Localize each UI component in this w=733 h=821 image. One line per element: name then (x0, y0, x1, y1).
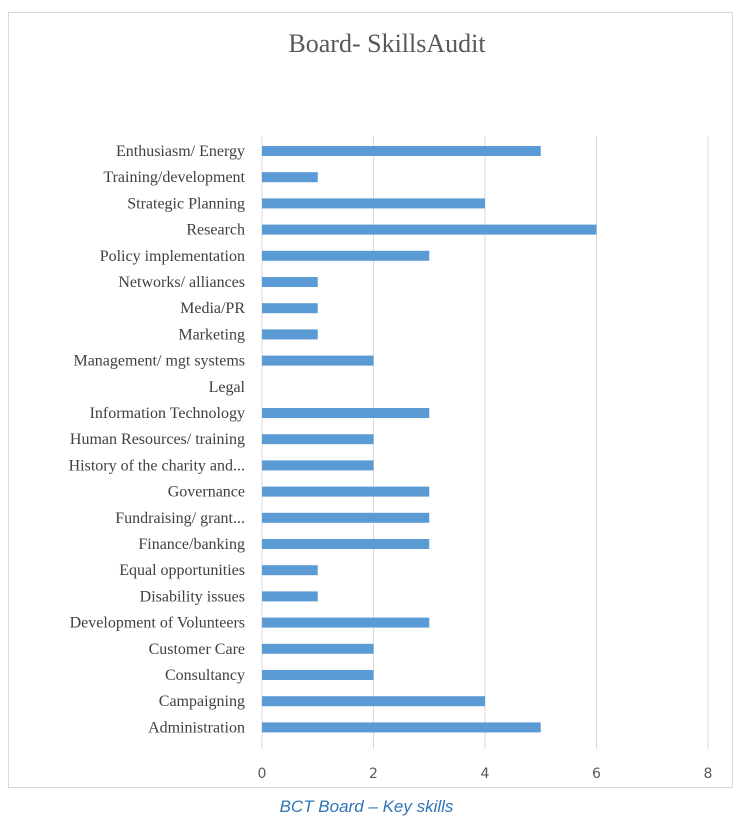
x-tick-label: 2 (369, 766, 378, 782)
bar (262, 460, 374, 471)
category-label: Development of Volunteers (70, 615, 245, 632)
category-label: Finance/banking (138, 536, 245, 553)
bar (262, 643, 374, 654)
category-label: Campaigning (159, 693, 245, 710)
bar (262, 617, 430, 628)
x-tick-label: 8 (704, 766, 713, 782)
bar (262, 591, 318, 602)
category-label: History of the charity and... (69, 457, 245, 474)
category-label: Research (186, 222, 245, 239)
category-label: Governance (168, 484, 245, 501)
bar (262, 146, 541, 156)
category-label: Human Resources/ training (70, 431, 245, 448)
category-label: Disability issues (140, 588, 245, 605)
bars (262, 146, 597, 733)
bar (262, 486, 430, 497)
category-labels: Enthusiasm/ Energy Training/development St… (69, 143, 246, 736)
bar (262, 696, 485, 707)
bar-chart: Board- SkillsAudit Enthusiasm/ Energy Tra… (69, 29, 713, 782)
category-label: Management/ mgt systems (73, 353, 245, 370)
bar (262, 329, 318, 340)
bar (262, 277, 318, 287)
category-label: Administration (148, 719, 245, 736)
category-label: Legal (209, 379, 246, 396)
bar (262, 355, 374, 366)
bar (262, 303, 318, 314)
category-label: Fundraising/ grant... (115, 510, 245, 527)
bar (262, 224, 597, 235)
bar (262, 250, 430, 261)
bar (262, 512, 430, 523)
bar (262, 565, 318, 576)
bar (262, 722, 541, 733)
bar (262, 434, 374, 445)
category-label: Strategic Planning (127, 195, 245, 212)
bar (262, 198, 485, 209)
x-tick-label: 4 (481, 766, 490, 782)
category-label: Marketing (178, 326, 245, 343)
bar (262, 172, 318, 183)
bar (262, 408, 430, 418)
category-label: Information Technology (90, 405, 245, 422)
x-tick-label: 6 (592, 766, 601, 782)
category-label: Enthusiasm/ Energy (116, 143, 245, 160)
x-tick-labels: 0 2 4 6 8 (258, 766, 713, 782)
category-label: Media/PR (180, 300, 245, 317)
x-tick-label: 0 (258, 766, 267, 782)
figure-caption: BCT Board – Key skills (279, 797, 454, 816)
category-label: Consultancy (165, 667, 245, 684)
category-label: Training/development (103, 169, 245, 186)
category-label: Networks/ alliances (118, 274, 245, 291)
bar (262, 670, 374, 680)
chart-frame (8, 12, 733, 788)
bar (262, 539, 430, 549)
chart-title: Board- SkillsAudit (288, 29, 486, 58)
category-label: Policy implementation (100, 248, 245, 265)
category-label: Customer Care (149, 641, 245, 658)
category-label: Equal opportunities (119, 562, 245, 579)
